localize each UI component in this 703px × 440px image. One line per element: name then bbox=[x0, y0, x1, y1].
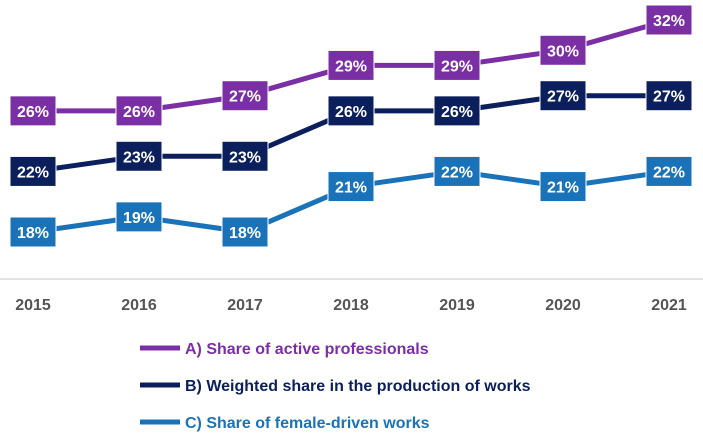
data-point-marker bbox=[645, 80, 693, 112]
x-tick-label: 2017 bbox=[227, 297, 263, 314]
data-point-marker bbox=[539, 80, 587, 112]
data-point-marker bbox=[433, 155, 481, 187]
x-tick-label: 2018 bbox=[333, 297, 369, 314]
data-point-marker bbox=[327, 49, 375, 81]
data-label: 18% bbox=[229, 225, 261, 242]
data-point-marker bbox=[433, 95, 481, 127]
data-label: 22% bbox=[653, 164, 685, 181]
data-point-marker bbox=[433, 49, 481, 81]
data-label: 19% bbox=[123, 210, 155, 227]
data-label: 21% bbox=[335, 180, 367, 197]
x-tick-label: 2016 bbox=[121, 297, 157, 314]
data-label: 30% bbox=[547, 43, 579, 60]
data-point-marker bbox=[221, 140, 269, 172]
legend-label: B) Weighted share in the production of w… bbox=[185, 378, 531, 395]
x-tick-label: 2015 bbox=[15, 297, 51, 314]
data-point-marker bbox=[327, 95, 375, 127]
data-label: 23% bbox=[123, 149, 155, 166]
data-label: 32% bbox=[653, 13, 685, 30]
data-point-marker bbox=[115, 201, 163, 233]
data-point-marker bbox=[9, 216, 57, 248]
data-point-marker bbox=[645, 155, 693, 187]
legend-label: C) Share of female-driven works bbox=[185, 415, 430, 432]
data-point-marker bbox=[645, 4, 693, 36]
data-label: 22% bbox=[17, 164, 49, 181]
data-label: 26% bbox=[335, 104, 367, 121]
data-label: 26% bbox=[441, 104, 473, 121]
data-label: 26% bbox=[123, 104, 155, 121]
data-point-marker bbox=[9, 95, 57, 127]
data-point-marker bbox=[9, 155, 57, 187]
data-point-marker bbox=[539, 171, 587, 203]
x-tick-label: 2020 bbox=[545, 297, 581, 314]
data-point-marker bbox=[115, 95, 163, 127]
data-label: 18% bbox=[17, 225, 49, 242]
data-label: 22% bbox=[441, 164, 473, 181]
x-tick-label: 2021 bbox=[651, 297, 687, 314]
legend-label: A) Share of active professionals bbox=[185, 341, 429, 358]
data-point-marker bbox=[221, 80, 269, 112]
data-label: 21% bbox=[547, 180, 579, 197]
data-point-marker bbox=[115, 140, 163, 172]
data-label: 27% bbox=[547, 89, 579, 106]
data-label: 29% bbox=[441, 58, 473, 75]
data-label: 23% bbox=[229, 149, 261, 166]
data-point-marker bbox=[221, 216, 269, 248]
data-label: 29% bbox=[335, 58, 367, 75]
data-point-marker bbox=[327, 171, 375, 203]
data-label: 26% bbox=[17, 104, 49, 121]
x-tick-label: 2019 bbox=[439, 297, 475, 314]
data-point-marker bbox=[539, 34, 587, 66]
data-label: 27% bbox=[229, 89, 261, 106]
data-label: 27% bbox=[653, 89, 685, 106]
